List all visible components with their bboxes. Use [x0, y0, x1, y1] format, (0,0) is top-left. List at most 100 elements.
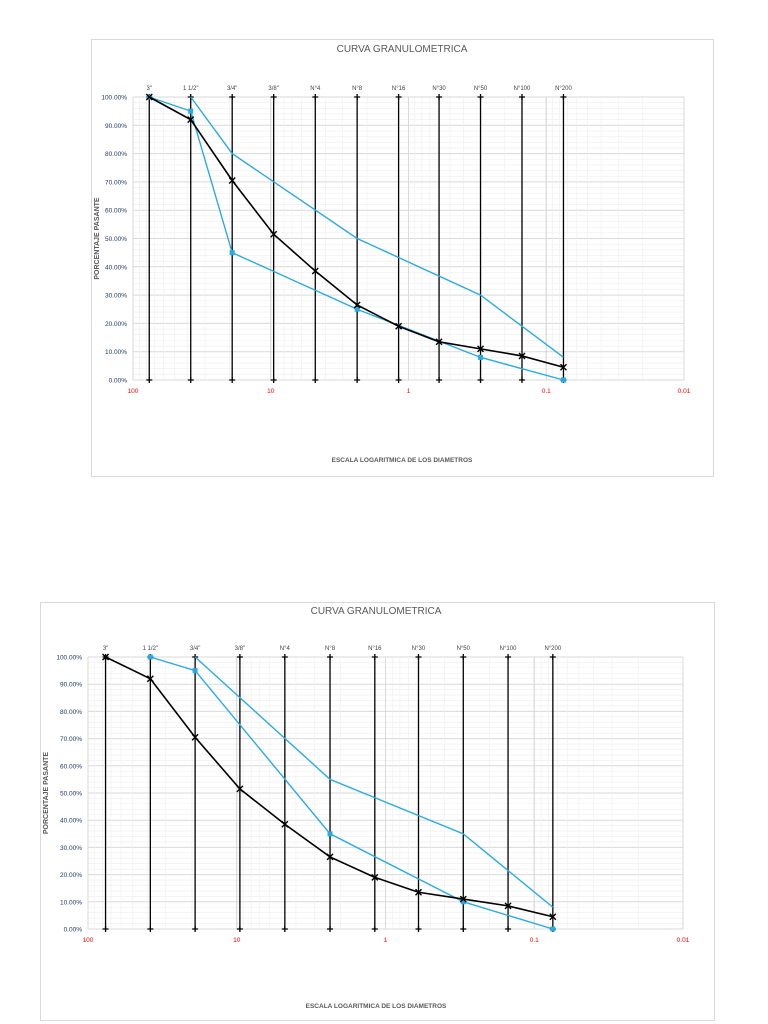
gradation-point [353, 301, 361, 309]
sieve-marker [327, 926, 334, 932]
sieve-label: N°8 [352, 86, 363, 92]
gradation-line [148, 96, 564, 369]
sieve-label: N°16 [368, 646, 382, 652]
y-tick-label: 0.00% [109, 378, 128, 385]
x-tick-label: 1 [384, 937, 388, 944]
x-tick-label: 0.1 [530, 937, 539, 944]
sieve-label: N°4 [280, 646, 291, 652]
lower-limit-point [460, 899, 466, 905]
sieve-marker [505, 654, 512, 660]
lower-limit-point [560, 377, 566, 383]
sieve-label: N°200 [555, 86, 572, 92]
sieve-marker [229, 94, 236, 100]
gradation-point [559, 363, 567, 371]
y-tick-label: 40.00% [60, 818, 82, 825]
gradation-point [191, 733, 199, 741]
sieve-marker [146, 377, 153, 383]
sieve-label: 1 1/2" [143, 646, 158, 652]
sieve-marker [327, 654, 334, 660]
gradation-point [311, 267, 319, 275]
y-tick-label: 80.00% [60, 709, 82, 716]
x-axis-label: ESCALA LOGARITMICA DE LOS DIAMETROS [306, 1003, 447, 1010]
y-tick-label: 10.00% [105, 349, 127, 356]
gradation-point [146, 675, 154, 683]
sieve-marker [102, 926, 109, 932]
y-tick-label: 10.00% [60, 899, 82, 906]
sieve-marker [236, 926, 243, 932]
sieve-label: N°8 [325, 646, 336, 652]
sieve-label: N°100 [500, 646, 517, 652]
sieve-label: 3/8" [235, 646, 245, 652]
y-tick-label: 90.00% [60, 682, 82, 689]
sieve-marker [354, 377, 361, 383]
sieve-label: N°200 [544, 646, 561, 652]
y-tick-label: 30.00% [105, 293, 127, 300]
lower-limit-point [327, 831, 333, 837]
sieve-label: N°50 [457, 646, 471, 652]
sieve-marker [281, 926, 288, 932]
y-tick-label: 20.00% [105, 321, 127, 328]
sieve-marker [371, 926, 378, 932]
y-axis-label: PORCENTAJE PASANTE [94, 197, 101, 280]
y-tick-label: 100.00% [101, 95, 127, 102]
sieve-marker [460, 654, 467, 660]
chart-panel-2 [40, 602, 715, 1021]
gradation-point [477, 345, 485, 353]
lower-limit-line [149, 96, 564, 381]
upper-limit-line [190, 96, 564, 358]
lower-limit-point [229, 250, 235, 256]
sieve-label: N°4 [310, 86, 321, 92]
lower-limit-point [147, 654, 153, 660]
sieve-label: N°50 [474, 86, 488, 92]
sieve-label: 3" [147, 86, 152, 92]
sieve-label: 3/4" [190, 646, 200, 652]
gradation-point [459, 895, 467, 903]
gradation-point [435, 338, 443, 346]
chart-title: CURVA GRANULOMETRICA [311, 606, 442, 617]
y-tick-label: 90.00% [105, 123, 127, 130]
sieve-marker [270, 94, 277, 100]
sieve-label: N°30 [412, 646, 426, 652]
chart-panel-1 [91, 39, 714, 477]
gradation-point [236, 785, 244, 793]
lower-limit-point [550, 926, 556, 932]
gradation-point [395, 322, 403, 330]
gradation-point [518, 352, 526, 360]
sieve-label: 3/8" [268, 86, 278, 92]
x-tick-label: 1 [407, 388, 411, 395]
chart-1: CURVA GRANULOMETRICA ESCALA LOGARITMICA D… [94, 44, 691, 464]
sieve-marker [560, 94, 567, 100]
y-tick-label: 40.00% [105, 264, 127, 271]
gradation-point [326, 853, 334, 861]
sieve-marker [477, 377, 484, 383]
y-tick-label: 60.00% [105, 208, 127, 215]
gradation-point [371, 873, 379, 881]
sieve-marker [312, 94, 319, 100]
sieve-label: 3" [103, 646, 108, 652]
sieve-marker [415, 926, 422, 932]
x-tick-label: 0.01 [677, 937, 690, 944]
sieve-marker [187, 377, 194, 383]
lower-limit-point [354, 306, 360, 312]
y-tick-label: 20.00% [60, 872, 82, 879]
y-tick-label: 70.00% [105, 179, 127, 186]
sieve-marker [415, 654, 422, 660]
x-tick-label: 100 [83, 937, 94, 944]
x-axis-label: ESCALA LOGARITMICA DE LOS DIAMETROS [332, 457, 473, 464]
sieve-marker [229, 377, 236, 383]
y-tick-label: 30.00% [60, 845, 82, 852]
sieve-label: 3/4" [227, 86, 237, 92]
y-tick-label: 100.00% [56, 655, 82, 662]
upper-limit-line [194, 656, 554, 908]
gradation-point [415, 888, 422, 896]
x-tick-label: 0.1 [542, 388, 551, 395]
sieve-label: N°30 [432, 86, 446, 92]
sieve-marker [354, 94, 361, 100]
gradation-point [270, 230, 278, 238]
y-tick-label: 0.00% [64, 927, 83, 934]
y-tick-label: 60.00% [60, 763, 82, 770]
x-tick-label: 0.01 [678, 388, 691, 395]
sieve-marker [395, 377, 402, 383]
sieve-marker [270, 377, 277, 383]
sieve-label: N°16 [392, 86, 406, 92]
